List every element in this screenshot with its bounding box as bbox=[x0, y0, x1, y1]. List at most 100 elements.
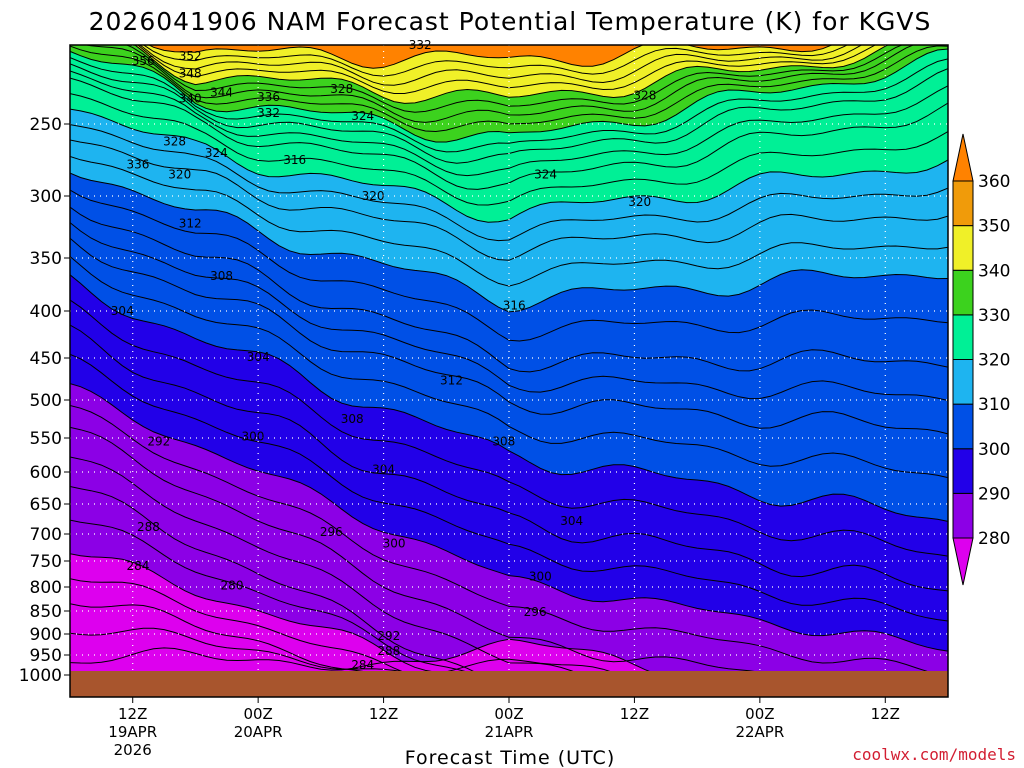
y-tick-label: 1000 bbox=[19, 666, 62, 686]
contour-labels: 356 352 348 340 344 336 332 328 324 332 328 336 328 3… bbox=[111, 38, 657, 672]
isentrope-346 bbox=[125, 45, 904, 113]
x-tick-label: 2026 bbox=[114, 741, 152, 759]
contour-label: 320 bbox=[362, 189, 385, 203]
contour-label: 300 bbox=[383, 537, 406, 551]
ground-surface bbox=[70, 671, 948, 697]
y-tick-label: 450 bbox=[30, 349, 62, 369]
theta-bands bbox=[70, 45, 948, 671]
isentrope-320 bbox=[70, 172, 948, 313]
contour-label: 332 bbox=[409, 38, 432, 52]
isentrope-314 bbox=[70, 222, 948, 401]
isentrope-292 bbox=[70, 486, 474, 671]
x-tick-label: 12Z bbox=[369, 705, 398, 723]
colorbar-tick-label: 300 bbox=[978, 440, 1010, 460]
band-280 bbox=[70, 639, 649, 671]
y-tick-label: 950 bbox=[30, 646, 62, 666]
colorbar-tick-label: 330 bbox=[978, 306, 1010, 326]
contour-label: 328 bbox=[633, 89, 656, 103]
y-tick-label: 850 bbox=[30, 602, 62, 622]
y-tick-label: 500 bbox=[30, 391, 62, 411]
x-tick-label: 22APR bbox=[735, 723, 784, 741]
contour-label: 296 bbox=[320, 525, 343, 539]
y-tick-label: 650 bbox=[30, 495, 62, 515]
contour-label: 320 bbox=[628, 195, 651, 209]
contour-label: 320 bbox=[168, 167, 191, 181]
grid-lines bbox=[70, 45, 948, 671]
y-axis: 250 300 350 400 450 500 550 600 650 700 750 800 850 9… bbox=[19, 115, 70, 686]
isentrope-326 bbox=[70, 124, 948, 242]
colorbar-bin-340 bbox=[952, 225, 974, 271]
y-tick-label: 900 bbox=[30, 625, 62, 645]
colorbar-tick-label: 360 bbox=[978, 172, 1010, 192]
isentrope-312 bbox=[70, 237, 948, 435]
contour-label: 304 bbox=[372, 462, 395, 476]
contour-label: 304 bbox=[247, 350, 270, 364]
contour-label: 332 bbox=[257, 106, 280, 120]
contour-label: 304 bbox=[111, 304, 134, 318]
colorbar-tick-label: 290 bbox=[978, 484, 1010, 504]
contour-label: 336 bbox=[257, 90, 280, 104]
isentrope-324 bbox=[70, 139, 948, 261]
colorbar-bin-330 bbox=[952, 269, 974, 316]
plot-area bbox=[70, 45, 948, 671]
isentrope-310 bbox=[70, 256, 948, 479]
contour-label: 296 bbox=[524, 605, 547, 619]
contour-label: 312 bbox=[179, 216, 202, 230]
x-tick-label: 00Z bbox=[243, 705, 272, 723]
isentrope-344 bbox=[83, 45, 915, 123]
y-tick-label: 550 bbox=[30, 429, 62, 449]
contour-label: 352 bbox=[179, 49, 202, 63]
contour-label: 284 bbox=[351, 658, 374, 672]
colorbar-bin-290 bbox=[952, 448, 974, 494]
x-tick-label: 00Z bbox=[745, 705, 774, 723]
colorbar-tick-label: 350 bbox=[978, 217, 1010, 237]
y-tick-label: 350 bbox=[30, 249, 62, 269]
colorbar: 280 290 300 310 320 330 340 350 360 bbox=[952, 133, 1010, 586]
isentrope-286 bbox=[70, 578, 403, 671]
contour-label: 280 bbox=[221, 578, 244, 592]
contour-label: 292 bbox=[147, 434, 170, 448]
contour-label: 324 bbox=[534, 167, 557, 181]
colorbar-bin-320 bbox=[952, 314, 974, 360]
contour-label: 324 bbox=[351, 109, 374, 123]
contour-label: 284 bbox=[126, 559, 149, 573]
x-tick-label: 12Z bbox=[871, 705, 900, 723]
contour-label: 292 bbox=[377, 629, 400, 643]
y-tick-label: 750 bbox=[30, 552, 62, 572]
isentrope-302 bbox=[70, 353, 948, 622]
contour-label: 308 bbox=[492, 434, 515, 448]
x-tick-label: 21APR bbox=[485, 723, 534, 741]
x-tick-label: 12Z bbox=[620, 705, 649, 723]
isentrope-348 bbox=[134, 45, 948, 104]
y-tick-label: 600 bbox=[30, 463, 62, 483]
contour-label: 288 bbox=[377, 644, 400, 658]
contour-label: 344 bbox=[210, 85, 233, 99]
contour-label: 288 bbox=[137, 520, 160, 534]
isentrope-298 bbox=[70, 405, 928, 671]
y-tick-label: 300 bbox=[30, 187, 62, 207]
isentrope-352 bbox=[138, 45, 948, 86]
isentrope-318 bbox=[70, 189, 948, 342]
contour-label: 300 bbox=[241, 429, 264, 443]
isentrope-322 bbox=[70, 156, 948, 287]
credit-text: coolwx.com/models bbox=[852, 745, 1016, 764]
isentrope-296 bbox=[70, 426, 755, 671]
isentrope-284 bbox=[70, 603, 364, 671]
colorbar-bin-300 bbox=[952, 403, 974, 450]
contour-label: 308 bbox=[210, 269, 233, 283]
x-tick-label: 20APR bbox=[234, 723, 283, 741]
contour-label: 348 bbox=[179, 66, 202, 80]
y-tick-label: 250 bbox=[30, 115, 62, 135]
x-tick-label: 19APR bbox=[108, 723, 157, 741]
contour-label: 340 bbox=[179, 92, 202, 106]
isentrope-306 bbox=[70, 299, 948, 557]
x-axis-label: Forecast Time (UTC) bbox=[405, 747, 615, 768]
isentrope-282 bbox=[70, 627, 611, 671]
colorbar-bin-310 bbox=[952, 359, 974, 405]
colorbar-top-triangle bbox=[952, 133, 974, 182]
isentrope-294 bbox=[70, 456, 574, 671]
contour-label: 336 bbox=[126, 157, 149, 171]
isentrope-308 bbox=[70, 274, 948, 522]
